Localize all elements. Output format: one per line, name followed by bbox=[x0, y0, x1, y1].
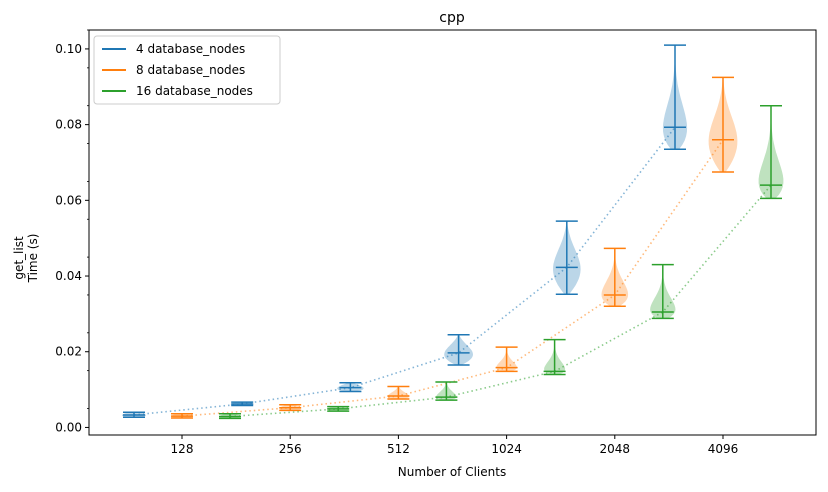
y-axis-label-line-2: Time (s) bbox=[26, 234, 40, 284]
y-tick-label-2: 0.04 bbox=[55, 269, 82, 283]
y-tick-label-3: 0.06 bbox=[55, 193, 82, 207]
x-tick-label-4096: 4096 bbox=[708, 442, 739, 456]
legend-label-16: 16 database_nodes bbox=[136, 84, 253, 98]
legend-box bbox=[93, 35, 281, 105]
y-axis-label-line-1: get_list bbox=[12, 236, 26, 280]
plot-layer bbox=[122, 44, 784, 420]
plot-frame bbox=[88, 29, 817, 436]
y-tick-label-5: 0.10 bbox=[55, 42, 82, 56]
x-tick-label-256: 256 bbox=[279, 442, 302, 456]
x-tick-label-512: 512 bbox=[387, 442, 410, 456]
axis-layer: 128 256 512 1024 2048 4096 0.00 0.02 0.04 0.06 0.0… bbox=[55, 29, 739, 456]
legend: 4 database_nodes 8 database_nodes 16 datab… bbox=[93, 35, 281, 105]
mean-trend-line-8 bbox=[181, 139, 724, 417]
y-tick-label-4: 0.08 bbox=[55, 118, 82, 132]
legend-label-4: 4 database_nodes bbox=[136, 42, 245, 56]
x-tick-label-128: 128 bbox=[171, 442, 194, 456]
x-tick-label-2048: 2048 bbox=[600, 442, 631, 456]
x-tick-label-1024: 1024 bbox=[491, 442, 522, 456]
chart-title: cpp bbox=[439, 10, 465, 26]
y-tick-label-0: 0.00 bbox=[55, 420, 82, 434]
y-tick-label-1: 0.02 bbox=[55, 345, 82, 359]
legend-label-8: 8 database_nodes bbox=[136, 63, 245, 77]
mean-trend-line-4 bbox=[133, 126, 676, 416]
x-axis-label: Number of Clients bbox=[398, 465, 506, 479]
mean-trend-line-16 bbox=[229, 184, 772, 418]
